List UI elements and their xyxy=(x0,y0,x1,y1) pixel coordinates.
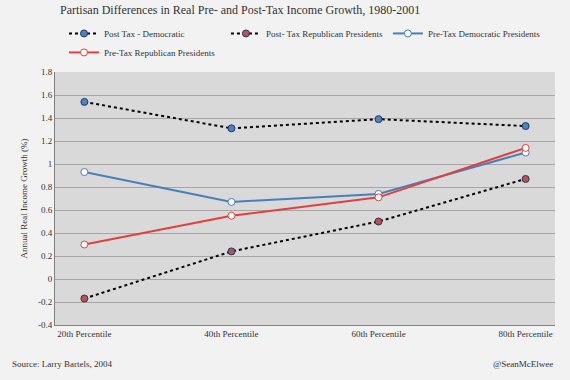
svg-text:Pre-Tax Republican Presidents: Pre-Tax Republican Presidents xyxy=(104,48,215,58)
svg-text:1: 1 xyxy=(48,159,53,169)
svg-text:@SeanMcElwee: @SeanMcElwee xyxy=(493,359,553,369)
svg-text:0.2: 0.2 xyxy=(41,251,52,261)
svg-text:1.4: 1.4 xyxy=(41,113,53,123)
svg-text:-0.4: -0.4 xyxy=(38,320,53,330)
svg-text:1.8: 1.8 xyxy=(41,67,53,77)
svg-text:1.6: 1.6 xyxy=(41,90,53,100)
svg-text:Source: Larry Bartels, 2004: Source: Larry Bartels, 2004 xyxy=(12,359,112,369)
svg-text:Post Tax - Democratic: Post Tax - Democratic xyxy=(104,29,184,39)
svg-text:0.4: 0.4 xyxy=(41,228,53,238)
svg-text:Pre-Tax Democratic Presidents: Pre-Tax Democratic Presidents xyxy=(428,29,540,39)
svg-text:0.8: 0.8 xyxy=(41,182,53,192)
svg-text:80th Percentile: 80th Percentile xyxy=(499,329,553,339)
svg-text:Partisan Differences in Real P: Partisan Differences in Real Pre- and Po… xyxy=(60,3,420,17)
svg-text:Annual Real Income Growth (%): Annual Real Income Growth (%) xyxy=(19,139,29,259)
svg-text:1.2: 1.2 xyxy=(41,136,52,146)
svg-text:60th Percentile: 60th Percentile xyxy=(351,329,405,339)
svg-text:20th Percentile: 20th Percentile xyxy=(57,329,111,339)
svg-text:0.6: 0.6 xyxy=(41,205,53,215)
svg-text:40th Percentile: 40th Percentile xyxy=(204,329,258,339)
svg-text:-0.2: -0.2 xyxy=(38,297,52,307)
svg-text:Post- Tax Republican President: Post- Tax Republican Presidents xyxy=(266,29,383,39)
svg-text:0: 0 xyxy=(48,274,53,284)
